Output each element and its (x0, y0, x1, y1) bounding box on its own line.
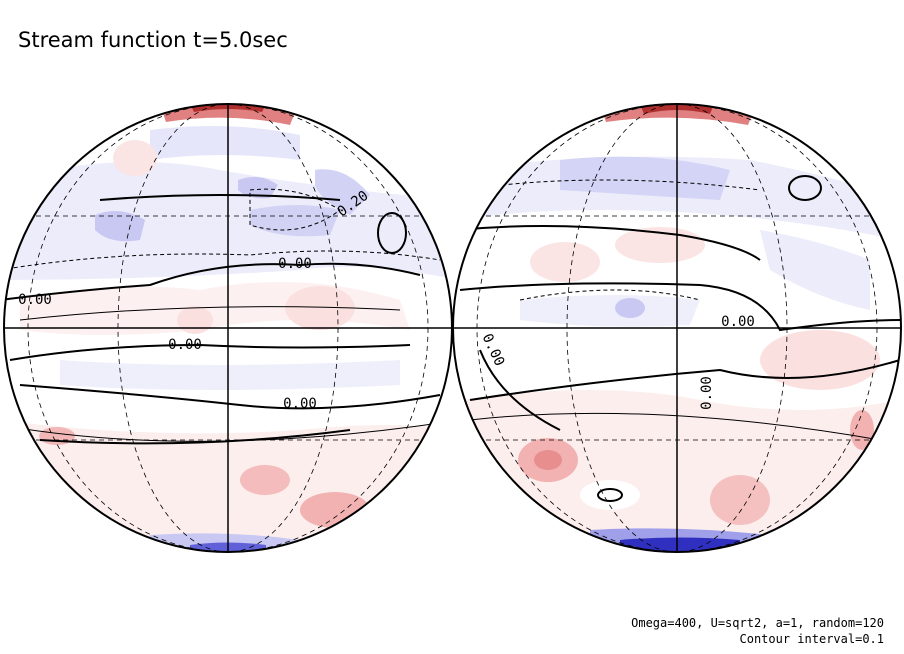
footer-note: Contour interval=0.1 (740, 632, 885, 646)
contour-label: 0.00 (721, 314, 755, 330)
footer-note: Omega=400, U=sqrt2, a=1, random=120 (631, 616, 884, 630)
right-globe (453, 104, 901, 552)
title: Stream function t=5.0sec (18, 28, 288, 52)
contour-label: 0.00 (699, 376, 715, 410)
contour-label: 0.00 (283, 396, 317, 412)
right-globe-outline (452, 103, 902, 553)
contour-label: 0.00 (18, 292, 52, 308)
contour-label: 0.00 (168, 337, 202, 353)
contour-label: 0.00 (278, 256, 312, 272)
